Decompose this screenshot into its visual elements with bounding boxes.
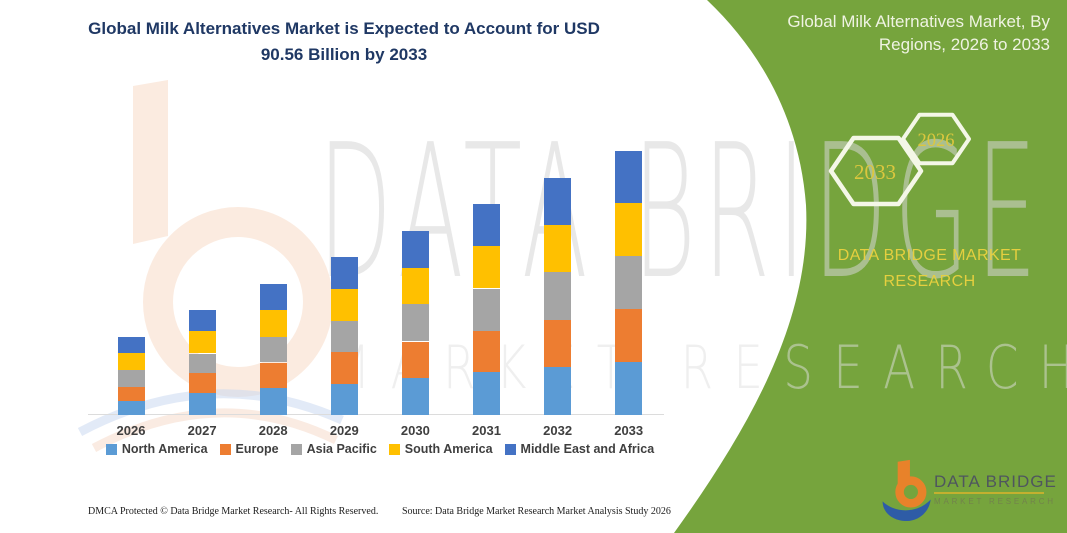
legend-label: North America xyxy=(121,442,208,456)
side-panel-brand-line1: DATA BRIDGE MARKET xyxy=(837,247,1022,264)
x-axis-label-2032: 2032 xyxy=(543,423,573,438)
bar-segment-middle-east-and-africa-2032 xyxy=(544,178,572,226)
bar-segment-middle-east-and-africa-2027 xyxy=(188,310,216,332)
x-axis-label-2028: 2028 xyxy=(258,423,288,438)
bar-segment-middle-east-and-africa-2030 xyxy=(401,231,429,269)
hexagon-2026-outline xyxy=(901,112,971,166)
bar-segment-middle-east-and-africa-2031 xyxy=(473,203,500,246)
bar-segment-south-america-2026 xyxy=(117,353,145,371)
legend-item-north-america: North America xyxy=(105,442,208,456)
bar-segment-middle-east-and-africa-2033 xyxy=(615,151,643,204)
bar-segment-north-america-2030 xyxy=(401,377,429,415)
legend-label: Middle East and Africa xyxy=(520,442,655,456)
bar-segment-south-america-2029 xyxy=(330,289,358,321)
bar-segment-north-america-2028 xyxy=(259,387,287,415)
watermark-b-bowl-shape xyxy=(143,207,333,397)
watermark-b-stem-shape xyxy=(133,80,168,244)
data-bridge-logo-icon xyxy=(882,459,931,522)
bar-segment-asia-pacific-2029 xyxy=(330,320,358,352)
x-axis-line xyxy=(88,414,664,415)
footer-source-text: Source: Data Bridge Market Research Mark… xyxy=(402,506,671,517)
x-axis-label-2026: 2026 xyxy=(116,423,146,438)
bar-segment-asia-pacific-2027 xyxy=(188,353,216,373)
bar-segment-europe-2032 xyxy=(544,320,572,368)
chart-title: Global Milk Alternatives Market is Expec… xyxy=(88,19,600,64)
bar-segment-asia-pacific-2028 xyxy=(259,336,287,363)
bar-segment-south-america-2033 xyxy=(615,203,643,257)
legend-swatch xyxy=(105,443,117,455)
bar-segment-north-america-2026 xyxy=(117,401,145,415)
bar-segment-europe-2031 xyxy=(473,330,500,373)
x-axis-label-2029: 2029 xyxy=(329,423,359,438)
bar-segment-south-america-2031 xyxy=(473,245,500,289)
hexagon-2026-label: 2026 xyxy=(918,131,955,151)
chart-legend: North America Europe Asia Pacific South Ame… xyxy=(85,442,675,456)
hexagon-2033-outline xyxy=(828,135,924,207)
bar-segment-north-america-2033 xyxy=(615,361,643,415)
legend-swatch xyxy=(290,443,302,455)
side-panel-brand-line2: RESEARCH xyxy=(883,272,976,290)
x-axis-label-2033: 2033 xyxy=(614,423,644,438)
bar-segment-south-america-2028 xyxy=(259,310,287,337)
bar-segment-north-america-2027 xyxy=(188,393,216,415)
legend-label: Asia Pacific xyxy=(306,442,377,456)
bar-segment-europe-2027 xyxy=(188,372,216,394)
side-panel-title: Global Milk Alternatives Market, By Regi… xyxy=(787,12,1050,54)
bar-segment-asia-pacific-2030 xyxy=(401,303,429,342)
bar-segment-europe-2029 xyxy=(330,351,358,385)
bar-segment-europe-2026 xyxy=(117,387,145,402)
bar-segment-south-america-2027 xyxy=(188,331,216,354)
legend-swatch xyxy=(388,443,400,455)
green-panel-shape xyxy=(674,0,1067,533)
bar-segment-south-america-2030 xyxy=(401,268,429,304)
bar-segment-europe-2028 xyxy=(259,362,287,388)
logo-subtitle: MARKET RESEARCH xyxy=(934,497,1056,506)
watermark-peach-swoosh xyxy=(91,408,338,452)
bar-segment-north-america-2032 xyxy=(544,367,572,415)
bar-segment-middle-east-and-africa-2029 xyxy=(330,257,358,290)
logo-underline xyxy=(934,492,1044,494)
legend-item-south-america: South America xyxy=(388,442,493,456)
footer-dmca-text: DMCA Protected © Data Bridge Market Rese… xyxy=(88,506,379,517)
bar-segment-asia-pacific-2033 xyxy=(615,256,643,309)
legend-item-middle-east-and-africa: Middle East and Africa xyxy=(504,442,655,456)
bar-segment-asia-pacific-2032 xyxy=(544,272,572,321)
bar-segment-asia-pacific-2031 xyxy=(473,288,500,331)
logo-blue-crescent xyxy=(882,499,931,522)
x-axis-label-2027: 2027 xyxy=(187,423,217,438)
logo-b-bowl xyxy=(895,476,927,508)
bar-segment-north-america-2031 xyxy=(473,372,500,415)
x-axis-label-2030: 2030 xyxy=(400,423,430,438)
bar-segment-south-america-2032 xyxy=(544,225,572,273)
side-panel-brand-text: DATA BRIDGE MARKET RESEARCH xyxy=(812,243,1047,294)
legend-swatch xyxy=(504,443,516,455)
bar-segment-asia-pacific-2026 xyxy=(117,370,145,388)
x-axis-label-2031: 2031 xyxy=(472,423,501,438)
bar-segment-europe-2033 xyxy=(615,308,643,362)
legend-label: South America xyxy=(404,442,493,456)
legend-item-europe: Europe xyxy=(219,442,279,456)
legend-label: Europe xyxy=(235,442,279,456)
legend-item-asia-pacific: Asia Pacific xyxy=(290,442,377,456)
logo-wordmark: DATA BRIDGE xyxy=(934,472,1057,491)
bar-segment-europe-2030 xyxy=(401,341,429,378)
bar-segment-middle-east-and-africa-2026 xyxy=(117,336,145,354)
hexagon-2033-label: 2033 xyxy=(854,160,896,184)
legend-swatch xyxy=(219,443,231,455)
bar-segment-middle-east-and-africa-2028 xyxy=(259,284,287,310)
bar-segment-north-america-2029 xyxy=(330,384,358,415)
